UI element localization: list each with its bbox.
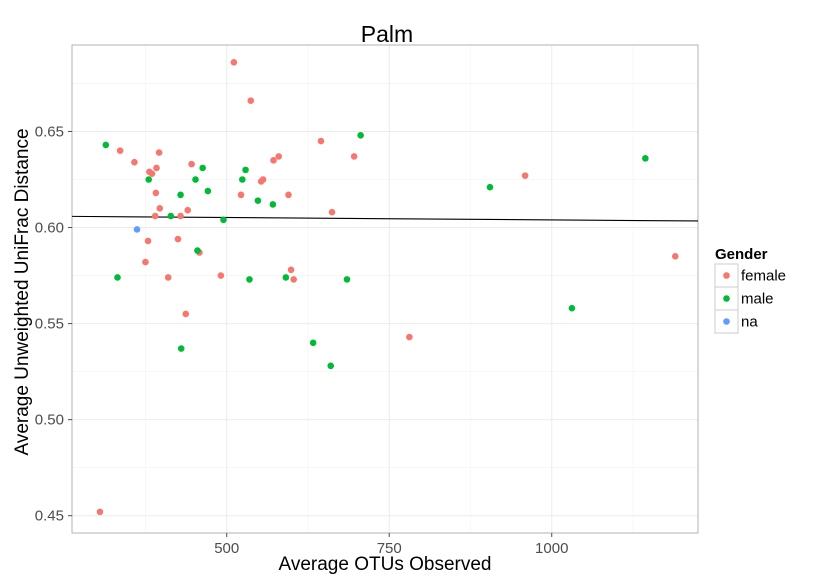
y-axis-ticks: 0.45 0.50 0.55 0.60 0.65 <box>35 123 72 525</box>
x-axis-ticks: 500 750 1000 <box>214 533 568 557</box>
point-male <box>242 166 249 174</box>
point-female <box>270 156 277 164</box>
trend-line <box>71 215 699 222</box>
point-male <box>167 212 175 220</box>
point-female <box>188 160 195 168</box>
point-female <box>156 205 164 212</box>
point-male <box>254 197 262 204</box>
point-male <box>357 131 364 139</box>
y-tick-label: 0.60 <box>35 220 64 237</box>
point-female <box>182 310 190 318</box>
point-female <box>152 189 160 197</box>
point-female <box>259 176 267 183</box>
grid-minor <box>72 45 698 533</box>
point-male <box>568 304 576 312</box>
y-tick-label: 0.55 <box>35 316 64 333</box>
legend-label-na: na <box>741 314 758 331</box>
y-tick-label: 0.65 <box>35 123 64 140</box>
point-female <box>237 191 245 199</box>
legend-swatch-male <box>723 295 730 302</box>
x-tick-label: 1000 <box>535 540 568 557</box>
point-male <box>192 176 199 183</box>
point-female <box>144 237 152 245</box>
data-points <box>96 58 679 516</box>
point-female <box>153 164 160 172</box>
legend: Gender female male na <box>714 246 786 334</box>
point-male <box>282 274 290 281</box>
point-female <box>174 235 182 243</box>
x-axis-title: Average OTUs Observed <box>279 554 492 575</box>
point-female <box>317 137 325 145</box>
point-na <box>133 226 141 233</box>
y-tick-label: 0.50 <box>35 412 64 429</box>
point-female <box>177 212 184 220</box>
point-female <box>247 97 255 105</box>
point-male <box>177 345 185 352</box>
point-female <box>116 147 124 154</box>
chart-title: Palm <box>361 21 413 47</box>
point-male <box>177 191 184 199</box>
point-male <box>269 201 277 208</box>
point-female <box>131 158 138 166</box>
point-male <box>194 247 201 254</box>
point-female <box>184 206 192 214</box>
point-female <box>164 274 172 281</box>
point-female <box>275 153 283 160</box>
legend-swatch-na <box>723 318 730 325</box>
point-male <box>102 141 110 149</box>
legend-label-male: male <box>741 291 774 308</box>
point-male <box>343 276 351 283</box>
point-female <box>151 212 159 220</box>
plot-panel-border <box>71 44 699 534</box>
point-male <box>204 187 212 195</box>
point-male <box>309 339 317 347</box>
point-female <box>290 276 297 283</box>
point-female <box>671 253 679 260</box>
point-female <box>230 58 238 66</box>
point-female <box>155 149 163 156</box>
point-male <box>220 216 227 224</box>
legend-title: Gender <box>715 246 768 263</box>
legend-label-female: female <box>741 268 786 285</box>
point-female <box>406 333 413 341</box>
point-female <box>142 258 149 266</box>
point-male <box>327 362 335 370</box>
y-tick-label: 0.45 <box>35 508 64 525</box>
point-female <box>96 508 104 516</box>
point-male <box>642 155 649 162</box>
point-female <box>521 172 529 179</box>
point-female <box>328 208 336 216</box>
point-male <box>246 276 253 283</box>
point-female <box>350 153 358 160</box>
point-female <box>287 266 295 274</box>
point-male <box>114 274 121 281</box>
point-male <box>239 176 246 183</box>
point-female <box>148 170 156 178</box>
y-axis-title: Average Unweighted UniFrac Distance <box>12 128 33 455</box>
point-male <box>145 176 153 183</box>
point-female <box>217 272 225 279</box>
point-female <box>285 191 292 199</box>
x-tick-label: 750 <box>377 540 402 557</box>
point-male <box>486 183 494 191</box>
point-male <box>199 164 206 172</box>
legend-swatch-female <box>723 272 730 279</box>
x-tick-label: 500 <box>214 540 239 557</box>
grid-major <box>72 45 698 533</box>
